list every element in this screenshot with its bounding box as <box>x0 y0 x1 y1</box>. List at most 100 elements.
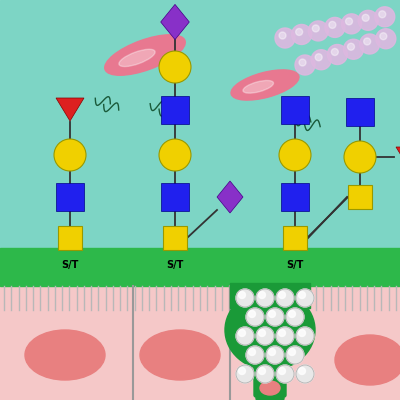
Circle shape <box>275 28 295 48</box>
Circle shape <box>246 346 264 364</box>
Circle shape <box>276 365 294 383</box>
Circle shape <box>298 368 306 374</box>
Circle shape <box>296 327 314 345</box>
Circle shape <box>159 139 191 171</box>
Circle shape <box>346 18 352 25</box>
Circle shape <box>246 308 264 326</box>
Circle shape <box>278 368 286 374</box>
Bar <box>161 96 189 124</box>
Circle shape <box>256 289 274 307</box>
Bar <box>163 226 187 250</box>
Bar <box>0 248 400 286</box>
Bar <box>0 0 400 265</box>
Circle shape <box>288 348 296 356</box>
Circle shape <box>248 310 256 318</box>
Ellipse shape <box>260 381 280 395</box>
Circle shape <box>315 54 322 61</box>
Circle shape <box>325 17 345 37</box>
Circle shape <box>256 365 274 383</box>
Ellipse shape <box>256 390 284 400</box>
Circle shape <box>278 292 286 298</box>
Circle shape <box>298 292 306 298</box>
Circle shape <box>236 327 254 345</box>
Circle shape <box>238 330 246 336</box>
Circle shape <box>296 289 314 307</box>
Circle shape <box>379 11 386 18</box>
Circle shape <box>292 24 312 44</box>
Circle shape <box>342 14 362 34</box>
Circle shape <box>360 34 380 54</box>
Ellipse shape <box>119 49 155 66</box>
Bar <box>281 96 309 124</box>
Circle shape <box>238 292 246 298</box>
Circle shape <box>286 346 304 364</box>
Circle shape <box>331 48 338 56</box>
Circle shape <box>375 7 395 27</box>
Ellipse shape <box>225 290 315 370</box>
Bar <box>262 370 278 398</box>
Bar <box>56 183 84 211</box>
Circle shape <box>329 21 336 28</box>
Circle shape <box>258 330 266 336</box>
Bar <box>283 226 307 250</box>
Circle shape <box>296 28 303 36</box>
Circle shape <box>256 327 274 345</box>
Circle shape <box>327 44 347 64</box>
Circle shape <box>266 308 284 326</box>
Bar <box>346 98 374 126</box>
Ellipse shape <box>243 80 274 93</box>
Circle shape <box>348 43 354 50</box>
Circle shape <box>258 368 266 374</box>
Circle shape <box>295 55 315 75</box>
Text: S/T: S/T <box>286 260 304 270</box>
Circle shape <box>362 14 369 21</box>
Polygon shape <box>396 147 400 170</box>
Circle shape <box>364 38 371 45</box>
Circle shape <box>344 141 376 173</box>
Bar <box>281 183 309 211</box>
Circle shape <box>279 32 286 39</box>
Circle shape <box>312 25 319 32</box>
Bar <box>348 185 372 209</box>
Circle shape <box>308 21 328 41</box>
Circle shape <box>358 10 378 30</box>
Circle shape <box>238 368 246 374</box>
Ellipse shape <box>140 330 220 380</box>
Circle shape <box>276 289 294 307</box>
Circle shape <box>159 51 191 83</box>
Circle shape <box>311 50 331 70</box>
Polygon shape <box>56 98 84 121</box>
Circle shape <box>299 59 306 66</box>
Circle shape <box>248 348 256 356</box>
Bar <box>161 183 189 211</box>
Circle shape <box>376 29 396 49</box>
Circle shape <box>288 310 296 318</box>
Circle shape <box>278 330 286 336</box>
Circle shape <box>266 346 284 364</box>
Bar <box>58 226 82 250</box>
FancyBboxPatch shape <box>254 348 286 397</box>
Circle shape <box>268 310 276 318</box>
Circle shape <box>276 327 294 345</box>
Circle shape <box>54 139 86 171</box>
Bar <box>0 265 400 400</box>
Circle shape <box>380 33 387 40</box>
Circle shape <box>286 308 304 326</box>
Ellipse shape <box>231 70 299 100</box>
Circle shape <box>258 292 266 298</box>
Circle shape <box>268 348 276 356</box>
Text: S/T: S/T <box>166 260 184 270</box>
Ellipse shape <box>335 335 400 385</box>
Polygon shape <box>217 181 243 213</box>
Circle shape <box>344 39 364 59</box>
Ellipse shape <box>25 330 105 380</box>
Polygon shape <box>161 4 189 40</box>
Circle shape <box>236 365 254 383</box>
Bar <box>230 283 310 308</box>
Circle shape <box>279 139 311 171</box>
Circle shape <box>298 330 306 336</box>
Text: S/T: S/T <box>61 260 79 270</box>
Ellipse shape <box>105 35 185 75</box>
Circle shape <box>236 289 254 307</box>
Circle shape <box>296 365 314 383</box>
